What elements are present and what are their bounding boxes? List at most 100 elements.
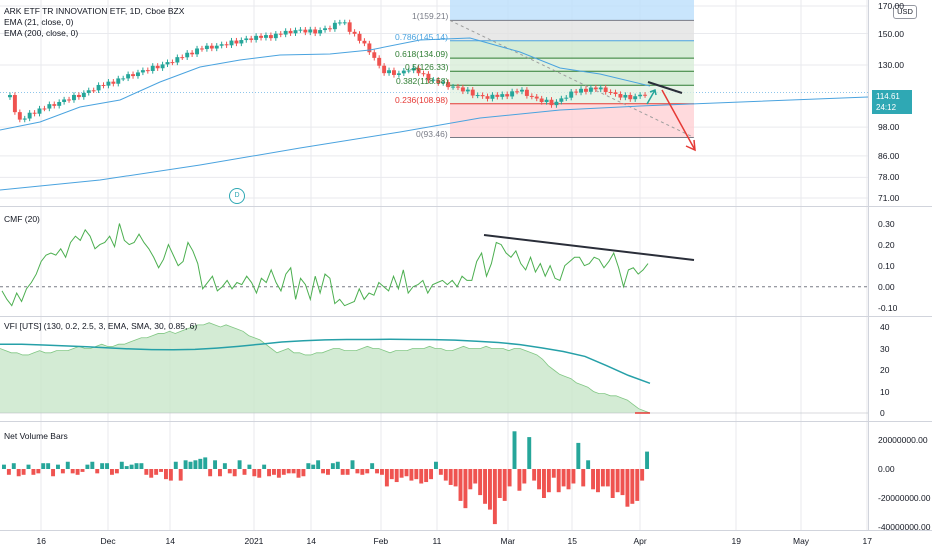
candle-body bbox=[268, 35, 273, 39]
candle-body bbox=[204, 45, 209, 50]
cmf-tick-label: 0.20 bbox=[878, 239, 895, 250]
net-volume-bar bbox=[139, 463, 144, 469]
vfi-area bbox=[0, 322, 650, 413]
net-volume-bar bbox=[31, 469, 36, 475]
fib-level-label: 1(159.21) bbox=[412, 11, 449, 22]
net-volume-bar bbox=[119, 461, 124, 469]
net-volume-bar bbox=[105, 463, 110, 469]
fib-level-label: 0.786(145.14) bbox=[395, 31, 448, 42]
net-volume-bar bbox=[380, 469, 384, 475]
dividend-badge[interactable]: D bbox=[229, 188, 245, 204]
net-volume-bar bbox=[311, 464, 316, 469]
net-volume-bar bbox=[208, 469, 213, 477]
candle-body bbox=[8, 95, 12, 98]
net-volume-bar bbox=[502, 469, 507, 501]
net-volume-bar bbox=[610, 469, 615, 498]
net-volume-bar bbox=[36, 469, 41, 474]
net-volume-bar bbox=[70, 469, 75, 474]
net-volume-bar bbox=[483, 469, 488, 504]
net-volume-bar bbox=[600, 469, 605, 487]
net-volume-bar bbox=[232, 469, 237, 477]
net-volume-bar bbox=[581, 469, 586, 487]
ema200-legend[interactable]: EMA (200, close, 0) bbox=[4, 28, 79, 38]
x-tick-label: 14 bbox=[165, 536, 175, 546]
net-volume-bar bbox=[473, 469, 478, 484]
net-volume-bar bbox=[164, 469, 168, 480]
candle-body bbox=[273, 33, 278, 39]
currency-badge[interactable]: USD bbox=[893, 5, 917, 19]
candle-body bbox=[57, 101, 62, 106]
candle-body bbox=[229, 40, 234, 46]
net-volume-bar bbox=[26, 464, 31, 469]
net-volume-title: Net Volume Bars bbox=[4, 431, 68, 441]
fib-zone bbox=[450, 40, 694, 59]
candle-body bbox=[214, 45, 219, 49]
net-volume-bar bbox=[360, 469, 365, 475]
net-volume-bar bbox=[237, 460, 242, 469]
net-volume-bar bbox=[561, 469, 566, 487]
net-volume-bar bbox=[350, 460, 355, 469]
vfi-outline bbox=[0, 322, 651, 414]
candle-body bbox=[559, 98, 564, 102]
net-volume-bar bbox=[497, 469, 502, 498]
net-volume-bar bbox=[591, 469, 596, 490]
x-tick-label: 14 bbox=[306, 536, 316, 546]
candle-body bbox=[332, 22, 337, 30]
net-volume-bar bbox=[355, 469, 360, 474]
net-volume-bar bbox=[478, 469, 483, 496]
candle-body bbox=[608, 91, 613, 93]
net-volume-bar bbox=[434, 461, 438, 469]
net-volume-bar bbox=[173, 461, 178, 469]
cmf-tick-label: 0.10 bbox=[878, 260, 895, 271]
candle-body bbox=[387, 70, 392, 74]
candle-body bbox=[96, 84, 101, 91]
net-volume-bar bbox=[183, 460, 188, 469]
candle-body bbox=[613, 92, 618, 95]
net-volume-bar bbox=[75, 469, 80, 475]
net-volume-bar bbox=[463, 469, 468, 509]
net-volume-bar bbox=[453, 469, 458, 487]
net-volume-bar bbox=[492, 469, 497, 525]
net-volume-bar bbox=[615, 469, 620, 493]
candle-body bbox=[569, 91, 574, 98]
net-volume-bar bbox=[51, 469, 56, 477]
net-volume-bar bbox=[80, 469, 85, 472]
net-volume-bar bbox=[384, 469, 389, 487]
candle-body bbox=[436, 79, 441, 84]
netvol-tick-label: -40000000.00 bbox=[878, 522, 931, 532]
net-volume-bar bbox=[340, 469, 345, 475]
candle-body bbox=[411, 67, 416, 71]
net-volume-bar bbox=[620, 469, 625, 496]
candle-body bbox=[200, 48, 204, 50]
candle-body bbox=[308, 29, 313, 33]
net-volume-bar bbox=[586, 460, 591, 469]
net-volume-bar bbox=[576, 442, 581, 469]
candle-body bbox=[421, 73, 426, 75]
net-volume-bar bbox=[159, 469, 164, 472]
ema200-line bbox=[0, 96, 869, 191]
x-tick-label: Dec bbox=[100, 536, 116, 546]
candle-body bbox=[416, 67, 421, 74]
candle-body bbox=[42, 108, 47, 110]
candle-body bbox=[382, 65, 387, 74]
candle-body bbox=[160, 64, 165, 69]
bounce-arrow bbox=[646, 89, 656, 105]
net-volume-bar bbox=[257, 469, 262, 478]
candle-body bbox=[323, 28, 328, 31]
fib-zone-top bbox=[450, 0, 694, 21]
candle-body bbox=[12, 95, 17, 113]
candle-body bbox=[328, 28, 332, 30]
candle-body bbox=[47, 104, 52, 109]
net-volume-bar bbox=[394, 469, 399, 483]
candle-body bbox=[392, 70, 396, 75]
candle-body bbox=[52, 104, 57, 106]
net-volume-bar bbox=[556, 469, 561, 493]
net-volume-bar bbox=[262, 464, 267, 469]
candle-body bbox=[111, 81, 116, 84]
net-volume-bar bbox=[242, 469, 247, 475]
net-volume-bar bbox=[168, 469, 173, 481]
candle-body bbox=[293, 30, 298, 34]
ema21-legend[interactable]: EMA (21, close, 0) bbox=[4, 17, 74, 27]
candle-body bbox=[27, 112, 32, 119]
